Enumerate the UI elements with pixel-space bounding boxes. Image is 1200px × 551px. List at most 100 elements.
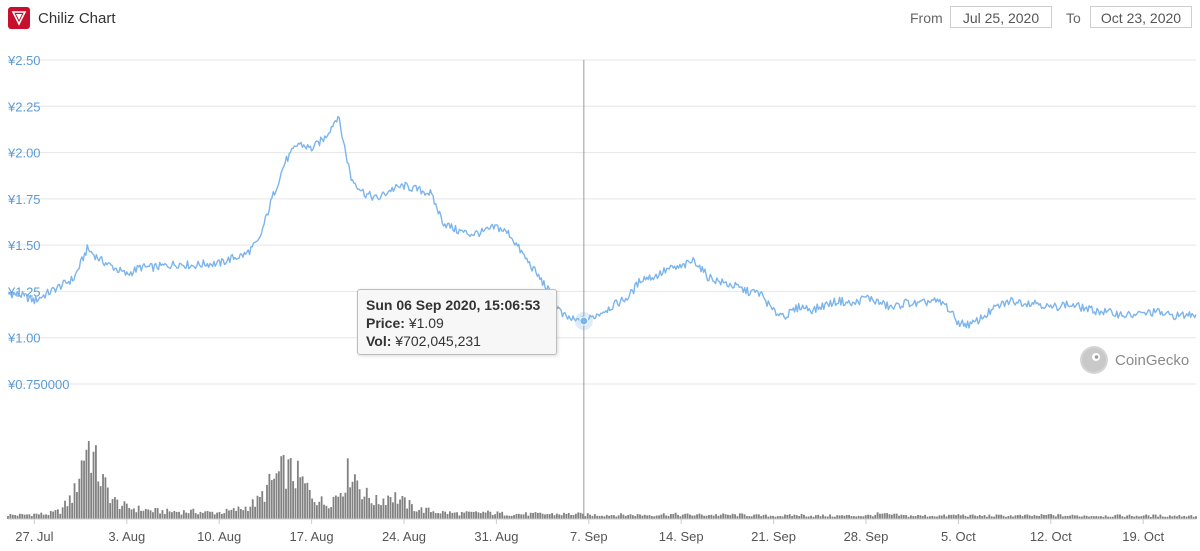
volume-bar	[149, 510, 152, 519]
volume-bar	[838, 515, 841, 519]
volume-bar	[510, 515, 513, 519]
volume-bar	[708, 515, 710, 519]
x-tick-label: 10. Aug	[197, 529, 241, 544]
volume-bar	[969, 514, 972, 519]
volume-bar	[230, 509, 233, 519]
volume-bar	[282, 454, 285, 519]
volume-bar	[1054, 516, 1057, 519]
volume-bar	[1092, 516, 1095, 519]
grid-lines	[8, 59, 1196, 385]
volume-bar	[468, 511, 470, 519]
volume-bar	[902, 514, 905, 519]
volume-bar	[446, 513, 449, 519]
volume-bar	[349, 487, 352, 519]
volume-bar	[1002, 515, 1005, 519]
volume-bar	[403, 497, 406, 519]
volume-bar	[1176, 516, 1178, 519]
volume-bar	[453, 512, 456, 519]
volume-bar	[997, 514, 1000, 519]
volume-bar	[1088, 516, 1090, 519]
volume-bar	[893, 513, 896, 519]
volume-bar	[1090, 515, 1093, 519]
volume-bar	[1104, 515, 1107, 519]
volume-bar	[629, 514, 632, 519]
volume-bar	[258, 496, 261, 519]
volume-bar	[703, 515, 706, 519]
volume-bar	[605, 514, 608, 519]
volume-bar	[641, 515, 644, 519]
volume-bar	[919, 515, 922, 519]
volume-bar	[620, 513, 622, 519]
volume-bar	[760, 516, 763, 519]
volume-bar	[114, 497, 116, 519]
volume-bar	[418, 509, 420, 519]
volume-bar	[898, 515, 900, 519]
volume-bar	[914, 516, 917, 519]
volume-bar	[159, 513, 161, 519]
volume-bar	[1019, 514, 1022, 519]
volume-bar	[563, 512, 565, 519]
volume-bar	[1012, 516, 1014, 519]
x-tick-label: 31. Aug	[474, 529, 518, 544]
volume-bar	[883, 513, 886, 519]
volume-bar	[1192, 516, 1195, 519]
volume-bar	[1149, 516, 1152, 519]
volume-bar	[579, 512, 582, 519]
volume-bar	[408, 500, 411, 519]
volume-bar	[427, 507, 430, 519]
volume-bar	[513, 515, 515, 519]
volume-bar	[1021, 516, 1024, 519]
from-date-input[interactable]: Jul 25, 2020	[950, 6, 1052, 28]
volume-bar	[301, 476, 304, 519]
volume-series	[7, 441, 1197, 519]
volume-bar	[78, 478, 81, 519]
volume-bar	[567, 512, 570, 519]
volume-bar	[1123, 516, 1126, 519]
volume-bar	[791, 516, 793, 519]
volume-bar	[1128, 514, 1131, 519]
volume-bar	[475, 511, 477, 519]
volume-bar	[118, 508, 121, 519]
volume-bar	[263, 501, 266, 519]
volume-bar	[608, 515, 611, 519]
volume-bar	[358, 489, 361, 519]
volume-bar	[548, 514, 551, 519]
volume-bar	[144, 508, 147, 519]
to-date-input[interactable]: Oct 23, 2020	[1090, 6, 1192, 28]
volume-bar	[729, 515, 732, 519]
volume-bar	[784, 514, 786, 519]
volume-bar	[85, 449, 88, 519]
volume-bar	[437, 512, 439, 519]
volume-bar	[639, 514, 641, 519]
volume-bar	[974, 515, 976, 519]
volume-bar	[1164, 516, 1167, 519]
volume-bar	[1178, 514, 1181, 519]
volume-bar	[47, 514, 50, 519]
volume-bar	[204, 511, 207, 519]
volume-bar	[351, 481, 354, 519]
volume-bar	[206, 510, 209, 519]
volume-bar	[277, 471, 280, 519]
volume-bar	[876, 512, 879, 519]
volume-bar	[539, 512, 542, 519]
volume-bar	[1133, 516, 1136, 519]
volume-bar	[137, 505, 140, 519]
volume-bar	[1031, 516, 1033, 519]
volume-bar	[370, 503, 373, 519]
volume-bar	[220, 513, 223, 519]
volume-bar	[655, 515, 658, 519]
volume-bar	[551, 513, 554, 519]
volume-bar	[449, 511, 451, 519]
volume-bar	[244, 506, 247, 519]
volume-bar	[734, 514, 736, 519]
volume-bar	[201, 512, 204, 519]
volume-bar	[634, 516, 637, 519]
volume-bar	[627, 515, 630, 519]
volume-bar	[869, 514, 872, 519]
volume-bar	[1085, 515, 1088, 519]
volume-bar	[833, 516, 836, 519]
volume-bar	[71, 502, 74, 519]
volume-bar	[1057, 514, 1060, 519]
volume-bar	[106, 487, 109, 519]
